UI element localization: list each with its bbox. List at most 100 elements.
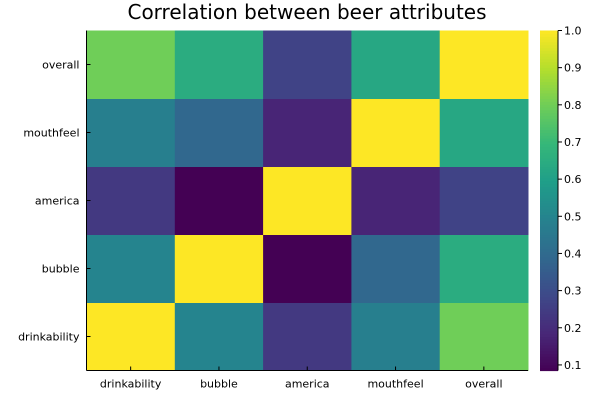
colorbar-segment: [540, 294, 558, 298]
heatmap-cell: [174, 30, 264, 99]
colorbar-segment: [540, 356, 558, 360]
colorbar-segment: [540, 345, 558, 349]
colorbar-tick-label: 0.8: [564, 99, 582, 112]
colorbar-segment: [540, 129, 558, 134]
colorbar-segment: [540, 75, 558, 80]
heatmap-cell: [439, 30, 529, 99]
colorbar-segment: [540, 104, 558, 108]
colorbar-segment: [540, 237, 558, 241]
colorbar-segment: [540, 189, 558, 193]
colorbar-segment: [540, 160, 558, 165]
colorbar-segment: [540, 78, 558, 83]
colorbar-segment: [540, 217, 558, 221]
colorbar-segment: [540, 322, 558, 326]
y-tick-label: overall: [42, 59, 79, 72]
colorbar-segment: [540, 279, 558, 284]
colorbar-segment: [540, 50, 558, 54]
colorbar-tick-label: 0.6: [564, 173, 582, 186]
colorbar-segment: [540, 243, 558, 247]
colorbar-segment: [540, 64, 558, 68]
colorbar-segment: [540, 333, 558, 338]
colorbar-segment: [540, 30, 558, 34]
colorbar-segment: [540, 364, 558, 369]
colorbar-segment: [540, 311, 558, 315]
colorbar-segment: [540, 67, 558, 71]
colorbar-segment: [540, 115, 558, 119]
colorbar-segment: [540, 350, 558, 355]
y-tick-label: america: [35, 195, 80, 208]
colorbar-segment: [540, 58, 558, 63]
colorbar-segment: [540, 53, 558, 57]
colorbar-segment: [540, 90, 558, 94]
colorbar-segment: [540, 265, 558, 270]
colorbar-segment: [540, 39, 558, 43]
colorbar-segment: [540, 268, 558, 272]
colorbar-segment: [540, 254, 558, 258]
colorbar-segment: [540, 336, 558, 340]
colorbar-tick-label: 0.4: [564, 247, 582, 260]
colorbar-segment: [540, 291, 558, 295]
colorbar-tick-label: 0.3: [564, 285, 582, 298]
heatmap-cell: [174, 166, 264, 235]
y-tick-label: mouthfeel: [23, 127, 79, 140]
colorbar-segment: [540, 262, 558, 267]
x-tick-label: drinkability: [100, 378, 162, 391]
colorbar-segment: [540, 118, 558, 122]
heatmap-cell: [351, 98, 441, 167]
colorbar-segment: [540, 44, 558, 49]
colorbar-segment: [540, 305, 558, 309]
y-tick-label: bubble: [42, 263, 80, 276]
colorbar-segment: [540, 124, 558, 128]
colorbar-segment: [540, 92, 558, 97]
colorbar-segment: [540, 197, 558, 202]
colorbar-segment: [540, 240, 558, 244]
heatmap-cell: [439, 166, 529, 235]
colorbar-segment: [540, 107, 558, 111]
colorbar-segment: [540, 339, 558, 343]
colorbar-segment: [540, 200, 558, 204]
colorbar-segment: [540, 158, 558, 162]
x-tick-label: overall: [465, 378, 502, 391]
colorbar-segment: [540, 169, 558, 173]
colorbar-segment: [540, 328, 558, 332]
colorbar-segment: [540, 41, 558, 46]
colorbar-segment: [540, 302, 558, 306]
colorbar-segment: [540, 206, 558, 210]
colorbar-segment: [540, 126, 558, 131]
colorbar-segment: [540, 101, 558, 105]
colorbar-segment: [540, 234, 558, 238]
colorbar-segment: [540, 277, 558, 281]
colorbar-segment: [540, 260, 558, 264]
colorbar-segment: [540, 194, 558, 199]
heatmap-cell: [263, 30, 352, 99]
colorbar-segment: [540, 121, 558, 125]
heatmap-cell: [351, 234, 441, 303]
colorbar-segment: [540, 112, 558, 117]
colorbar-segment: [540, 285, 558, 289]
colorbar-segment: [540, 282, 558, 287]
x-tick-label: bubble: [200, 378, 238, 391]
colorbar-segment: [540, 209, 558, 213]
colorbar-segment: [540, 172, 558, 176]
colorbar-segment: [540, 87, 558, 91]
colorbar-segment: [540, 132, 558, 136]
colorbar-segment: [540, 143, 558, 148]
heatmap-cell: [263, 234, 352, 303]
heatmap-cell: [86, 98, 176, 167]
colorbar-segment: [540, 98, 558, 102]
colorbar-tick-label: 1.0: [564, 25, 582, 38]
colorbar-segment: [540, 61, 558, 66]
heatmap-cell: [86, 234, 176, 303]
colorbar-segment: [540, 33, 558, 37]
colorbar-segment: [540, 146, 558, 151]
heatmap-cell: [174, 98, 264, 167]
colorbar-segment: [540, 81, 558, 85]
colorbar-segment: [540, 319, 558, 323]
heatmap-cell: [263, 166, 352, 235]
colorbar-segment: [540, 141, 558, 145]
colorbar-segment: [540, 245, 558, 250]
colorbar-segment: [540, 155, 558, 159]
colorbar-segment: [540, 251, 558, 255]
colorbar-segment: [540, 186, 558, 190]
